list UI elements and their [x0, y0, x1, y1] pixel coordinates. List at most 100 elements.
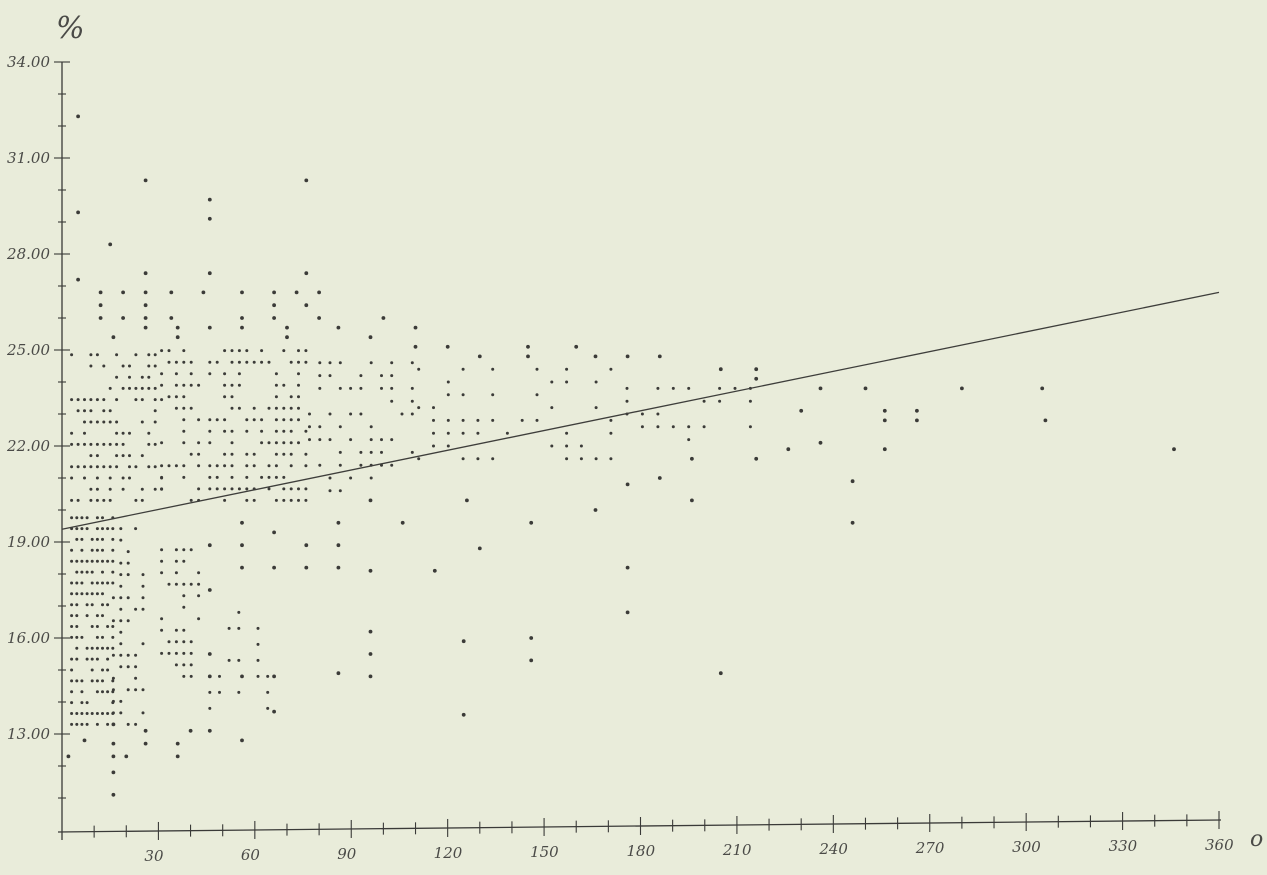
data-point: [106, 559, 110, 563]
data-point: [128, 386, 131, 390]
data-point: [85, 603, 89, 607]
data-point: [526, 344, 530, 349]
data-point: [111, 596, 115, 600]
data-point: [101, 592, 104, 596]
data-point: [119, 573, 123, 577]
data-point: [143, 303, 148, 308]
data-point: [336, 671, 341, 676]
data-point: [108, 442, 112, 446]
data-point: [369, 476, 373, 480]
data-point: [189, 498, 193, 502]
data-point: [282, 452, 286, 456]
data-point: [565, 444, 569, 448]
data-point: [143, 178, 148, 183]
data-point: [115, 353, 119, 357]
data-point: [328, 438, 332, 442]
data-point: [230, 475, 234, 479]
data-point: [182, 360, 186, 364]
data-point: [657, 476, 662, 480]
data-point: [656, 386, 660, 390]
data-point: [380, 386, 383, 390]
data-point: [134, 465, 138, 469]
x-tick-label: 90: [337, 845, 357, 863]
data-point: [282, 441, 286, 445]
data-point: [119, 642, 123, 646]
data-point: [282, 498, 286, 502]
data-point: [297, 372, 300, 376]
data-point: [153, 364, 157, 368]
data-point: [223, 349, 227, 353]
data-point: [369, 361, 373, 365]
data-point: [80, 592, 84, 596]
data-point: [718, 386, 722, 390]
data-point: [260, 418, 264, 422]
x-tick-label: 60: [241, 846, 261, 864]
data-point: [85, 559, 89, 563]
data-point: [111, 770, 116, 775]
data-point: [297, 360, 300, 364]
data-point: [143, 271, 148, 276]
data-point: [304, 464, 308, 468]
data-point: [167, 349, 171, 353]
data-point: [476, 431, 480, 435]
data-point: [111, 548, 115, 552]
data-point: [126, 619, 130, 623]
data-point: [126, 561, 130, 565]
data-point: [338, 489, 342, 493]
data-point: [119, 538, 123, 542]
data-point: [215, 475, 219, 479]
data-point: [882, 408, 887, 413]
data-point: [282, 383, 286, 387]
data-point: [80, 690, 84, 694]
data-point: [289, 395, 293, 399]
data-point: [134, 353, 138, 357]
data-point: [153, 398, 157, 402]
data-point: [175, 325, 180, 330]
data-point: [95, 646, 99, 650]
data-point: [338, 463, 342, 467]
data-point: [256, 626, 260, 630]
data-point: [369, 425, 373, 429]
data-point: [671, 425, 675, 429]
data-point: [108, 487, 112, 491]
data-point: [223, 418, 227, 422]
data-point: [134, 688, 138, 692]
data-point: [89, 353, 93, 357]
data-point: [413, 344, 418, 349]
data-point: [550, 444, 554, 448]
data-point: [754, 376, 759, 381]
data-point: [432, 431, 435, 435]
data-point: [754, 456, 759, 461]
data-point: [328, 361, 332, 365]
data-point: [432, 406, 435, 410]
x-tick-label: 150: [530, 843, 559, 861]
data-point: [80, 701, 84, 705]
data-point: [106, 527, 110, 531]
data-point: [95, 476, 99, 480]
data-point: [297, 406, 300, 410]
data-point: [308, 438, 311, 442]
data-point: [625, 354, 630, 359]
data-point: [70, 431, 74, 435]
data-point: [80, 712, 84, 715]
data-point: [90, 548, 94, 552]
data-point: [83, 420, 86, 424]
data-point: [189, 663, 193, 667]
data-point: [609, 457, 613, 461]
data-point: [274, 429, 278, 433]
data-point: [304, 565, 309, 570]
data-point: [160, 383, 164, 387]
data-point: [285, 325, 289, 330]
data-point: [143, 316, 148, 320]
data-point: [182, 651, 186, 655]
data-point: [174, 628, 178, 632]
x-tick-label: 330: [1109, 837, 1138, 855]
data-point: [289, 452, 293, 456]
data-point: [143, 728, 148, 733]
data-point: [106, 722, 110, 726]
data-point: [640, 425, 644, 429]
x-tick-label: 270: [915, 839, 945, 857]
data-point: [101, 679, 104, 683]
data-point: [115, 420, 119, 424]
data-point: [76, 277, 80, 282]
